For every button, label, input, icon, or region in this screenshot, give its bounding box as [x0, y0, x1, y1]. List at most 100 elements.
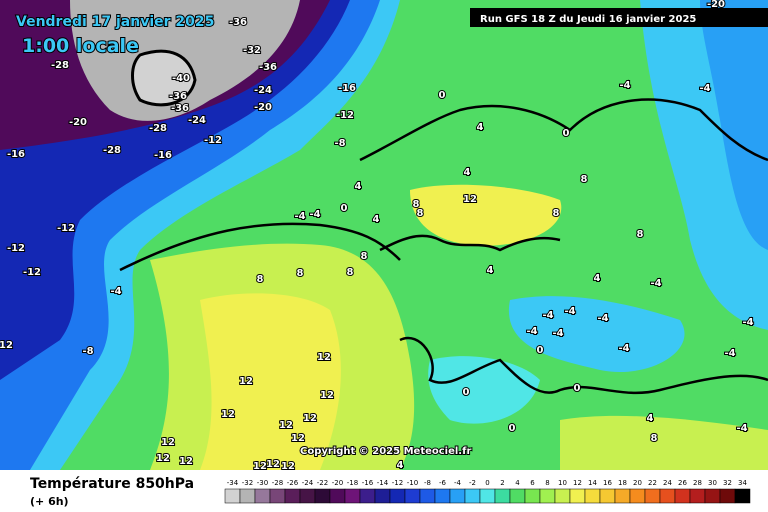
colorbar-tick-label: -12: [392, 479, 403, 487]
colorbar-tick-label: -22: [317, 479, 328, 487]
colorbar-tick-label: -18: [347, 479, 358, 487]
colorbar-swatch: [284, 488, 301, 504]
run-info: Run GFS 18 Z du Jeudi 16 janvier 2025: [480, 14, 696, 25]
contour-label: -12: [204, 135, 222, 146]
contour-label: 4: [477, 122, 484, 133]
colorbar-tick-label: -14: [377, 479, 389, 487]
contour-label: 12: [291, 433, 305, 444]
contour-label: -12: [57, 223, 75, 234]
contour-label: 12: [320, 390, 334, 401]
contour-label: -28: [51, 60, 69, 71]
footer-step: (+ 6h): [30, 495, 69, 508]
contour-label: 4: [373, 214, 380, 225]
colorbar-tick-label: -2: [469, 479, 476, 487]
field-yellow: [200, 293, 341, 470]
coast-north: [359, 98, 768, 162]
contour-label: -4: [309, 209, 320, 220]
colorbar-tick-label: -34: [227, 479, 239, 487]
contour-label: -8: [334, 138, 345, 149]
contour-label: 8: [417, 208, 424, 219]
contour-label: -16: [154, 150, 172, 161]
colorbar-swatch: [239, 488, 256, 504]
contour-label: 12: [253, 461, 267, 472]
colorbar-swatch: [524, 488, 541, 504]
contour-label: -12: [7, 243, 25, 254]
contour-label: 8: [581, 174, 588, 185]
contour-label: 8: [413, 199, 420, 210]
colorbar-swatch: [509, 488, 526, 504]
colorbar-tick-label: -16: [362, 479, 374, 487]
colorbar-swatch: [389, 488, 406, 504]
colorbar-tick-label: 20: [633, 479, 642, 487]
colorbar-tick-label: 32: [723, 479, 732, 487]
contour-label: -40: [172, 73, 190, 84]
field-southeast: [560, 415, 768, 470]
contour-label: 12: [266, 459, 280, 470]
contour-label: 12: [303, 413, 317, 424]
contour-label: 0: [439, 90, 446, 101]
colorbar-tick-label: 34: [738, 479, 747, 487]
colorbar-swatch: [629, 488, 646, 504]
contour-label: -20: [707, 0, 725, 10]
colorbar-swatch: [329, 488, 346, 504]
contour-label: 0: [463, 387, 470, 398]
colorbar-tick-label: 30: [708, 479, 717, 487]
contour-labels: -28-20-16 -28 -16-12-16-12-8-20-24-36-32-3…: [0, 0, 755, 473]
contour-label: 12: [279, 420, 293, 431]
contour-label: -4: [542, 310, 553, 321]
copyright: Copyright © 2025 Meteociel.fr: [300, 446, 471, 457]
colorbar-tick-label: -28: [272, 479, 283, 487]
contour-label: 0: [574, 383, 581, 394]
contour-label: -20: [69, 117, 87, 128]
colorbar-tick-label: 18: [618, 479, 627, 487]
contour-label: 0: [341, 203, 348, 214]
contour-label: 12: [281, 461, 295, 472]
contour-label: 12: [161, 437, 175, 448]
coast-atlantic: [119, 222, 401, 272]
contour-label: -32: [243, 45, 261, 56]
contour-label: -20: [254, 102, 272, 113]
colorbar-swatch: [314, 488, 331, 504]
field-core: [131, 49, 197, 107]
contour-label: -8: [82, 346, 93, 357]
colorbar-tick-label: -4: [454, 479, 462, 487]
colorbar-tick-label: -26: [287, 479, 299, 487]
local-time: 1:00 locale: [22, 35, 139, 57]
colorbar-tick-label: -6: [439, 479, 447, 487]
contour-label: 4: [647, 413, 654, 424]
contour-label: 12: [179, 456, 193, 467]
colorbar-swatch: [644, 488, 661, 504]
colorbar-tick-label: 10: [558, 479, 567, 487]
contour-label: -4: [526, 326, 537, 337]
contour-label: -4: [110, 286, 121, 297]
colorbar-swatch: [419, 488, 436, 504]
contour-label: -4: [619, 80, 630, 91]
colorbar-swatch: [449, 488, 466, 504]
date: Vendredi 17 janvier 2025: [16, 14, 214, 30]
contour-label: -4: [699, 83, 710, 94]
contour-label: 12: [0, 340, 13, 351]
contour-label: 4: [594, 273, 601, 284]
contour-label: -4: [552, 328, 563, 339]
colorbar-swatch: [344, 488, 361, 504]
colorbar-tick-label: 14: [588, 479, 597, 487]
colorbar-swatch: [704, 488, 721, 504]
colorbar-swatch: [554, 488, 571, 504]
colorbar-tick-label: 2: [500, 479, 504, 487]
colorbar-swatch: [689, 488, 706, 504]
contour-label: -4: [564, 306, 575, 317]
colorbar-swatch: [674, 488, 691, 504]
colorbar-tick-label: 6: [530, 479, 535, 487]
contour-label: 8: [297, 268, 304, 279]
colorbar-swatch: [719, 488, 736, 504]
colorbar-swatch: [569, 488, 586, 504]
contour-label: -36: [259, 62, 277, 73]
coast-northsea: [379, 234, 561, 252]
contour-label: 8: [637, 229, 644, 240]
colorbar-swatch: [734, 488, 751, 504]
field-alps: [508, 296, 685, 372]
contour-label: 0: [563, 128, 570, 139]
contour-label: -12: [336, 110, 354, 121]
contour-label: 8: [651, 433, 658, 444]
